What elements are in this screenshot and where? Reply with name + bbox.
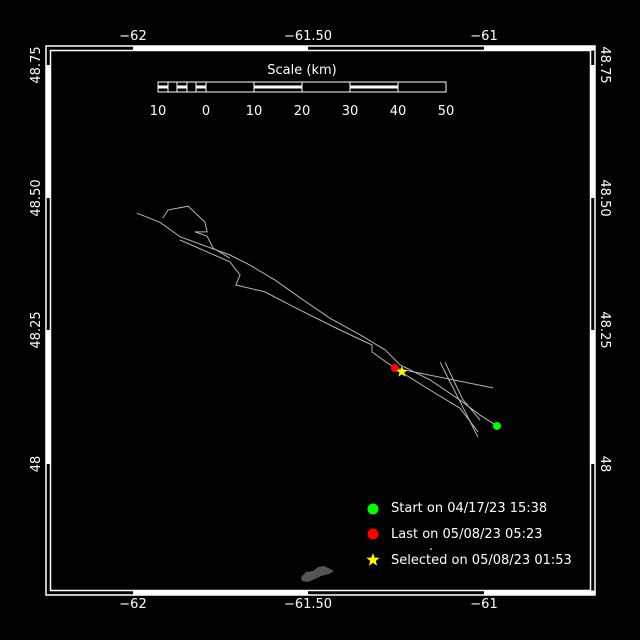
frame-bar-left	[46, 330, 51, 464]
frame-bar-top	[133, 46, 308, 51]
lat-label-left: 48.25	[29, 311, 44, 349]
track-line	[394, 367, 494, 389]
frame-bar-right	[590, 65, 595, 198]
lon-label-bottom: −61.50	[283, 597, 333, 612]
scale-label: 10	[245, 104, 263, 119]
lat-label-right: 48	[597, 455, 612, 473]
legend-last-label: Last on 05/08/23 05:23	[391, 527, 543, 542]
lat-label-right: 48.75	[597, 46, 612, 84]
land-islet	[430, 548, 432, 550]
lat-label-left: 48	[29, 455, 44, 473]
land-island	[301, 566, 334, 582]
start-marker	[492, 421, 501, 430]
green-circle-icon	[367, 503, 379, 515]
scale-title: Scale (km)	[267, 63, 337, 78]
scale-segment-fill	[254, 85, 302, 89]
lat-label-right: 48.50	[597, 179, 612, 217]
scale-segment-fill	[177, 85, 187, 89]
yellow-star-icon	[366, 553, 380, 566]
lat-label-right: 48.25	[597, 311, 612, 349]
track-line	[444, 361, 481, 421]
legend-selected-label: Selected on 05/08/23 01:53	[391, 553, 572, 568]
scale-label: 50	[437, 104, 455, 119]
frame-bar-top	[484, 46, 595, 51]
scale-label: 10	[149, 104, 167, 119]
frame-bar-right	[590, 330, 595, 464]
selected-star-marker	[396, 365, 408, 377]
scale-label: 0	[201, 104, 211, 119]
lon-label-bottom: −62	[119, 597, 147, 612]
track-line	[439, 361, 479, 438]
lon-label-top: −61	[470, 29, 498, 44]
frame-outer	[45, 45, 596, 596]
lat-label-left: 48.75	[29, 46, 44, 84]
track-line	[136, 212, 498, 427]
lat-label-left: 48.50	[29, 179, 44, 217]
legend-start-label: Start on 04/17/23 15:38	[391, 501, 548, 516]
lon-label-top: −62	[119, 29, 147, 44]
track-line	[179, 239, 479, 433]
red-circle-icon	[367, 528, 379, 540]
scale-segment-fill	[196, 85, 206, 89]
frame-inner	[49, 49, 592, 592]
scale-label: 20	[293, 104, 311, 119]
scale-segment-fill	[158, 85, 168, 89]
track-line	[162, 205, 231, 259]
lon-label-top: −61.50	[283, 29, 333, 44]
scale-label: 30	[341, 104, 359, 119]
frame-bar-left	[46, 65, 51, 198]
lon-label-bottom: −61	[470, 597, 498, 612]
scale-segment-fill	[350, 85, 398, 89]
scale-label: 40	[389, 104, 407, 119]
frame-bar-bottom	[133, 590, 308, 595]
frame-bar-bottom	[484, 590, 595, 595]
